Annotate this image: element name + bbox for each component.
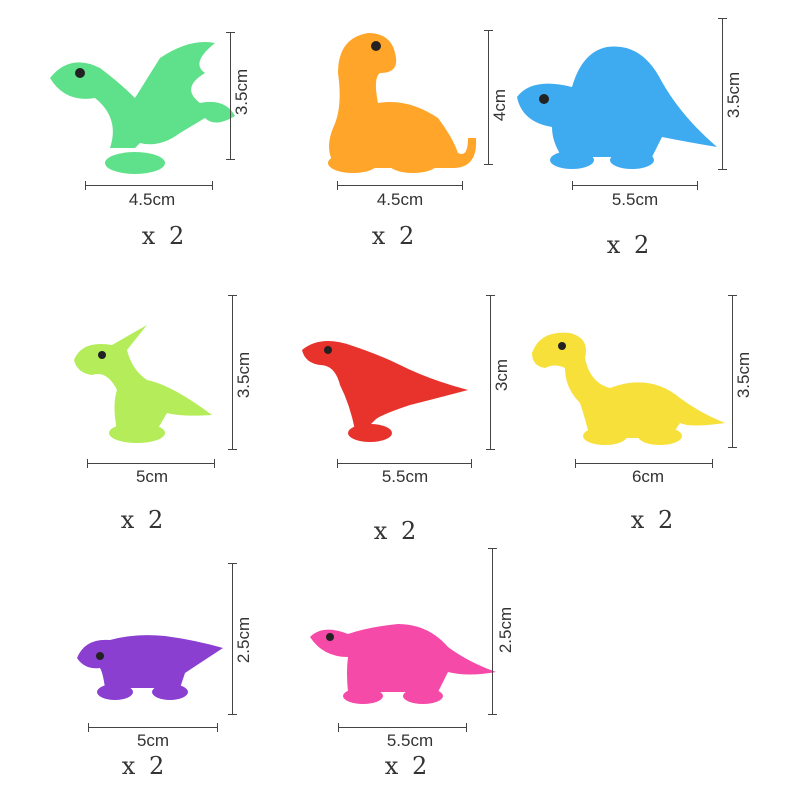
height-label: 2.5cm — [496, 606, 515, 654]
height-line — [488, 548, 497, 715]
quantity-label: x 2 — [120, 506, 164, 534]
height-line — [486, 295, 495, 450]
quantity-label: x 2 — [630, 506, 674, 534]
width-label: 6cm — [631, 467, 665, 486]
height-label: 2.5cm — [234, 616, 253, 664]
height-line — [226, 32, 235, 160]
height-label: 3.5cm — [724, 71, 743, 119]
width-label: 4.5cm — [128, 190, 176, 209]
suction-cup — [583, 427, 627, 445]
height-label: 3.5cm — [734, 351, 753, 399]
quantity-label: x 2 — [384, 752, 428, 780]
width-label: 5.5cm — [381, 467, 429, 486]
width-line — [572, 181, 698, 190]
width-label: 5.5cm — [386, 731, 434, 750]
width-line — [87, 459, 215, 468]
toy-body — [532, 332, 725, 438]
suction-cup — [109, 423, 165, 443]
suction-cup — [343, 688, 383, 704]
toy-body — [329, 33, 477, 168]
lime-parasaurolophus-toy — [74, 325, 212, 443]
eye — [98, 351, 106, 359]
suction-cup — [403, 688, 443, 704]
yellow-brontosaurus-toy — [532, 332, 725, 445]
blue-dimetrodon-toy — [517, 46, 717, 169]
eye — [96, 652, 104, 660]
suction-cup — [610, 151, 654, 169]
width-line — [575, 459, 713, 468]
width-label: 4.5cm — [376, 190, 424, 209]
height-line — [718, 18, 727, 170]
eye — [558, 342, 566, 350]
quantity-label: x 2 — [371, 222, 415, 250]
width-label: 5cm — [136, 731, 170, 750]
eye — [75, 68, 85, 78]
width-line — [85, 181, 213, 190]
eye — [326, 633, 334, 641]
quantity-label: x 2 — [121, 752, 165, 780]
suction-cup — [328, 153, 378, 173]
toy-body — [302, 341, 468, 430]
suction-cup — [152, 684, 188, 700]
width-label: 5cm — [135, 467, 169, 486]
toy-body — [517, 46, 717, 157]
width-line — [338, 723, 467, 732]
green-pterosaur-toy — [50, 42, 235, 174]
width-line — [88, 723, 218, 732]
height-label: 4cm — [490, 88, 509, 122]
suction-cup — [388, 153, 438, 173]
height-line — [728, 295, 737, 448]
eye — [539, 94, 549, 104]
suction-cup — [638, 427, 682, 445]
toy-body — [310, 624, 496, 692]
width-line — [337, 181, 463, 190]
height-label: 3.5cm — [234, 351, 253, 399]
toy-body — [77, 635, 223, 688]
height-label: 3.5cm — [232, 68, 251, 116]
suction-cup — [105, 152, 165, 174]
height-label: 3cm — [492, 358, 511, 392]
quantity-label: x 2 — [373, 517, 417, 545]
height-line — [484, 30, 493, 165]
pink-stegosaurus-toy — [310, 624, 496, 704]
red-raptor-toy — [302, 341, 468, 442]
suction-cup — [348, 424, 392, 442]
quantity-label: x 2 — [141, 222, 185, 250]
quantity-label: x 2 — [606, 231, 650, 259]
toy-body — [74, 325, 212, 430]
height-line — [228, 563, 237, 715]
orange-brachiosaurus-toy — [328, 33, 477, 173]
eye — [324, 346, 332, 354]
eye — [371, 41, 381, 51]
height-line — [228, 295, 237, 450]
width-label: 5.5cm — [611, 190, 659, 209]
suction-cup — [97, 684, 133, 700]
width-line — [337, 459, 472, 468]
toy-body — [50, 42, 235, 148]
suction-cup — [550, 151, 594, 169]
purple-triceratops-toy — [77, 635, 223, 700]
